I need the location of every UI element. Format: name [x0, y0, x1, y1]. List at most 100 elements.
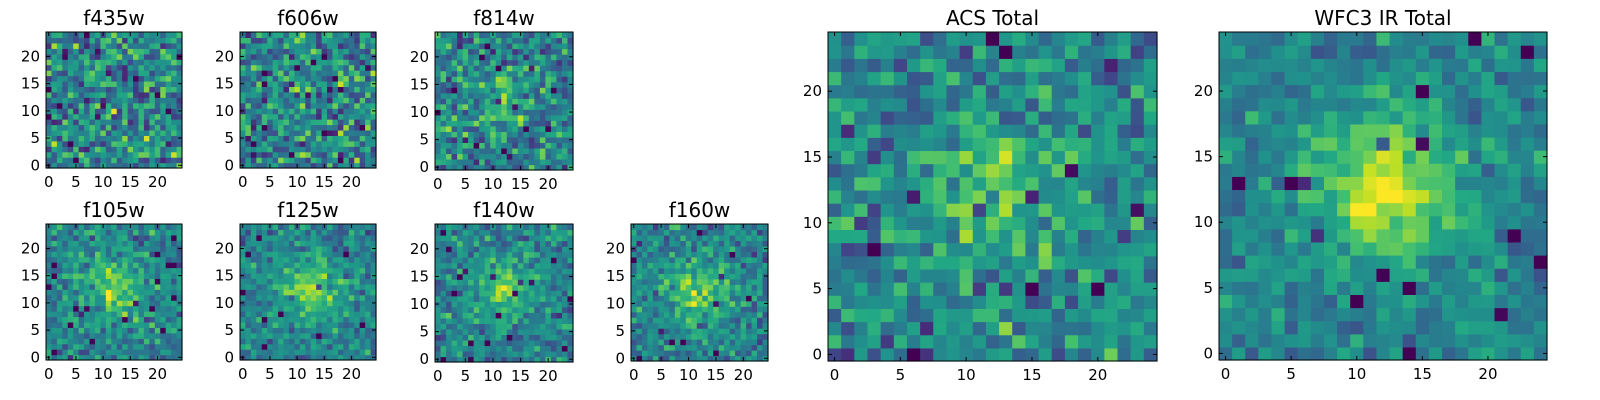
- heatmap-cell: [67, 42, 74, 49]
- heatmap-cell: [176, 224, 183, 231]
- heatmap-cell: [729, 350, 736, 357]
- heatmap-cell: [245, 75, 252, 82]
- heatmap-cell: [56, 135, 63, 142]
- heatmap-cell: [561, 257, 569, 264]
- heatmap-cell: [261, 311, 268, 318]
- heatmap-cell: [133, 108, 140, 115]
- heatmap-cell: [327, 278, 334, 285]
- heatmap-cell: [933, 203, 948, 217]
- heatmap-cell: [89, 305, 96, 312]
- heatmap-cell: [272, 234, 279, 241]
- heatmap-cell: [138, 294, 145, 301]
- heatmap-cell: [94, 119, 101, 126]
- heatmap-cell: [561, 142, 569, 149]
- heatmap-cell: [288, 113, 295, 120]
- heatmap-cell: [62, 37, 69, 44]
- heatmap-cell: [294, 349, 301, 356]
- heatmap-cell: [250, 267, 257, 274]
- heatmap-cell: [729, 234, 736, 242]
- heatmap-cell: [359, 124, 366, 131]
- heatmap-cell: [506, 142, 513, 149]
- heatmap-cell: [539, 153, 546, 160]
- heatmap-cell: [288, 140, 295, 147]
- heatmap-cell: [506, 48, 513, 55]
- heatmap-cell: [105, 332, 112, 339]
- heatmap-cell: [854, 216, 869, 230]
- heatmap-cell: [171, 113, 178, 120]
- heatmap-cell: [256, 135, 263, 142]
- heatmap-cell: [348, 113, 355, 120]
- heatmap-cell: [999, 189, 1013, 204]
- heatmap-cell: [348, 70, 355, 77]
- heatmap-cell: [631, 229, 638, 236]
- heatmap-cell: [446, 279, 453, 286]
- heatmap-cell: [517, 339, 524, 347]
- heatmap-cell: [143, 272, 150, 279]
- heatmap-cell: [154, 256, 161, 263]
- heatmap-cell: [138, 327, 145, 334]
- heatmap-cell: [337, 119, 344, 126]
- heatmap-cell: [62, 70, 69, 77]
- heatmap-cell: [56, 229, 63, 236]
- heatmap-cell: [490, 262, 497, 269]
- x-tick-label: 10: [483, 367, 502, 385]
- heatmap-cell: [718, 306, 725, 313]
- heatmap-cell: [116, 91, 123, 98]
- heatmap-cell: [94, 305, 101, 312]
- heatmap-cell: [556, 136, 563, 143]
- heatmap-cell: [440, 279, 447, 286]
- heatmap-cell: [354, 129, 361, 136]
- heatmap-cell: [691, 267, 698, 274]
- heatmap-cell: [550, 235, 558, 242]
- heatmap-cell: [490, 59, 497, 66]
- heatmap-cell: [669, 273, 676, 280]
- heatmap-cell: [56, 157, 63, 164]
- heatmap-cell: [365, 278, 372, 285]
- heatmap-cell: [337, 80, 344, 87]
- heatmap-cell: [479, 125, 486, 132]
- heatmap-cell: [116, 135, 123, 142]
- heatmap-cell: [138, 102, 145, 109]
- heatmap-cell: [154, 102, 161, 109]
- heatmap-cell: [556, 295, 563, 302]
- heatmap-cell: [534, 43, 541, 50]
- heatmap-cell: [149, 343, 156, 350]
- heatmap-cell: [89, 80, 96, 87]
- heatmap-cell: [550, 290, 558, 297]
- heatmap-cell: [550, 295, 558, 302]
- heatmap-cell: [46, 146, 53, 153]
- heatmap-cell: [272, 338, 279, 345]
- heatmap-cell: [321, 332, 328, 339]
- heatmap-cell: [171, 338, 178, 345]
- heatmap-cell: [46, 283, 53, 290]
- heatmap-cell: [451, 32, 458, 39]
- heatmap-cell: [143, 42, 150, 49]
- heatmap-cell: [332, 338, 339, 345]
- heatmap-cell: [729, 355, 736, 362]
- heatmap-cell: [490, 295, 497, 302]
- heatmap-cell: [567, 323, 574, 330]
- heatmap-cell: [746, 300, 753, 307]
- heatmap-cell: [457, 350, 464, 358]
- heatmap-cell: [735, 278, 742, 285]
- heatmap-cell: [746, 273, 753, 280]
- heatmap-cell: [348, 321, 355, 328]
- heatmap-cell: [985, 203, 1000, 217]
- heatmap-cell: [327, 251, 334, 258]
- heatmap-cell: [171, 37, 178, 44]
- heatmap-cell: [457, 147, 464, 155]
- heatmap-cell: [171, 119, 178, 126]
- heatmap-cell: [534, 339, 541, 347]
- heatmap-cell: [828, 203, 842, 217]
- heatmap-cell: [73, 140, 80, 147]
- heatmap-cell: [523, 131, 530, 138]
- heatmap-cell: [250, 37, 257, 44]
- heatmap-cell: [154, 113, 161, 120]
- heatmap-cell: [740, 333, 747, 340]
- heatmap-cell: [517, 290, 524, 297]
- heatmap-cell: [67, 349, 74, 356]
- heatmap-cell: [272, 321, 279, 328]
- heatmap-cell: [283, 316, 290, 323]
- heatmap-cell: [495, 87, 502, 94]
- heatmap-cell: [240, 294, 247, 301]
